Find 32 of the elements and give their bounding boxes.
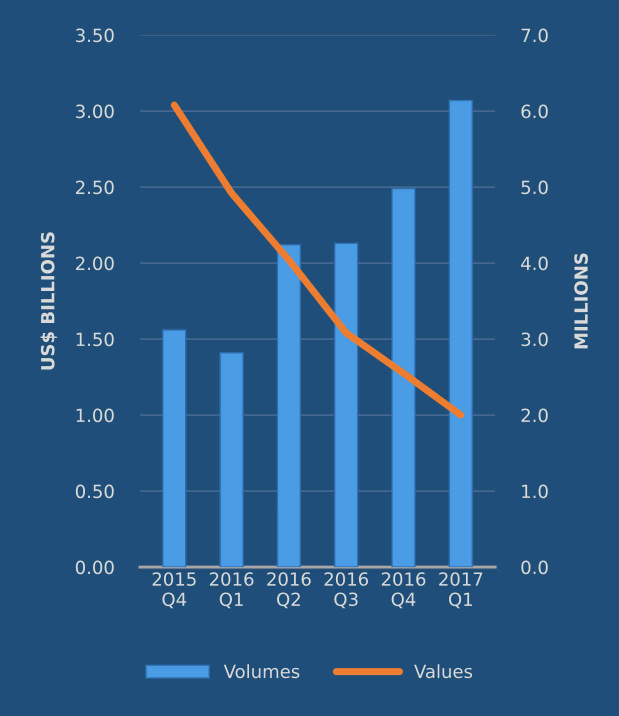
x-tick-label: 2016 Q1 xyxy=(210,572,254,608)
x-tick-label: 2016 Q3 xyxy=(324,572,368,608)
x-tick-label: 2016 Q4 xyxy=(382,572,426,608)
y-tick-label: 2.00 xyxy=(76,256,114,270)
bar xyxy=(276,244,302,568)
x-tick-label: 2015 Q4 xyxy=(152,572,196,608)
y-tick-label: 0.50 xyxy=(76,484,114,498)
y-tick-label: 1.50 xyxy=(76,332,114,346)
legend-label: Values xyxy=(414,664,472,678)
bar xyxy=(334,242,358,568)
bar xyxy=(162,329,186,568)
y2-tick-label: 3.0 xyxy=(522,332,548,346)
x-tick-label: 2017 Q1 xyxy=(439,572,482,608)
y-tick-label: 2.50 xyxy=(76,180,114,194)
x-tick-label: 2016 Q2 xyxy=(267,572,311,608)
y-tick-label: 3.00 xyxy=(76,104,114,118)
y2-tick-label: 2.0 xyxy=(522,408,548,422)
y2-tick-label: 5.0 xyxy=(522,180,548,194)
y2-tick-label: 4.0 xyxy=(521,256,548,270)
y2-tick-label: 6.0 xyxy=(521,104,548,118)
y-tick-label: 3.50 xyxy=(76,28,114,42)
y2-axis-title: MILLIONS xyxy=(574,253,588,348)
y2-tick-label: 1.0 xyxy=(522,484,548,498)
bar xyxy=(219,352,244,568)
y-axis-title: US$ BILLIONS xyxy=(40,232,57,370)
y2-tick-label: 0.0 xyxy=(521,560,548,574)
y2-tick-label: 7.0 xyxy=(522,28,548,42)
bar xyxy=(391,188,416,568)
bar xyxy=(448,100,473,568)
legend-label: Volumes xyxy=(224,664,300,678)
y-tick-label: 0.00 xyxy=(76,560,114,574)
y-tick-label: 1.00 xyxy=(76,408,114,422)
